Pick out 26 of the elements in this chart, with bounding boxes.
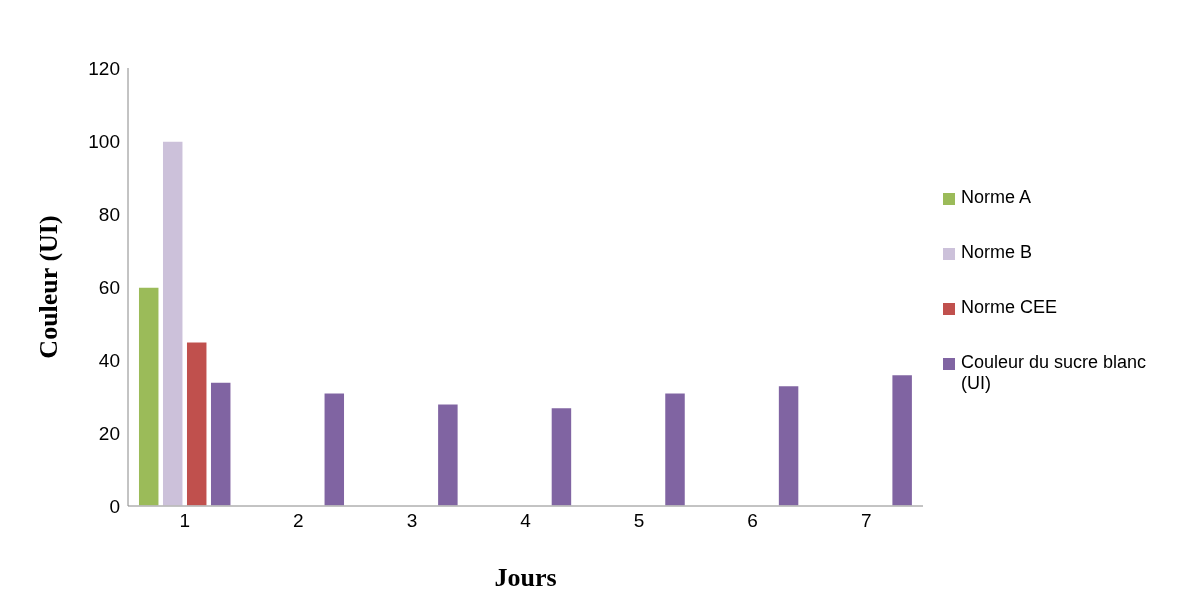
y-tick-label: 120	[88, 57, 120, 79]
bar	[663, 392, 687, 506]
y-tick-label: 0	[109, 495, 120, 517]
y-tick-label: 80	[98, 203, 120, 225]
legend-label: Norme CEE	[961, 296, 1058, 318]
bar	[777, 384, 800, 506]
bar	[436, 403, 460, 506]
x-tick-label: 7	[860, 510, 872, 532]
y-tick-label: 20	[98, 422, 120, 444]
legend-label: Norme B	[961, 241, 1033, 263]
x-tick-label: 5	[633, 510, 645, 532]
y-axis-title: Couleur (UI)	[34, 215, 64, 359]
bar	[890, 373, 914, 506]
legend-label: Norme A	[961, 186, 1032, 208]
x-tick-label: 3	[406, 510, 418, 532]
x-tick-label: 6	[747, 510, 758, 532]
x-axis-title: Jours	[494, 563, 557, 592]
x-tick-label: 4	[520, 510, 532, 532]
y-tick-label: 100	[88, 130, 120, 152]
bar	[323, 392, 346, 506]
x-tick-label: 2	[293, 510, 304, 532]
legend-label: Couleur du sucre blanc (UI)	[961, 351, 1148, 394]
x-tick-label: 1	[179, 510, 191, 532]
bar	[550, 406, 573, 506]
y-tick-label: 40	[98, 349, 120, 371]
y-tick-label: 60	[98, 276, 120, 298]
